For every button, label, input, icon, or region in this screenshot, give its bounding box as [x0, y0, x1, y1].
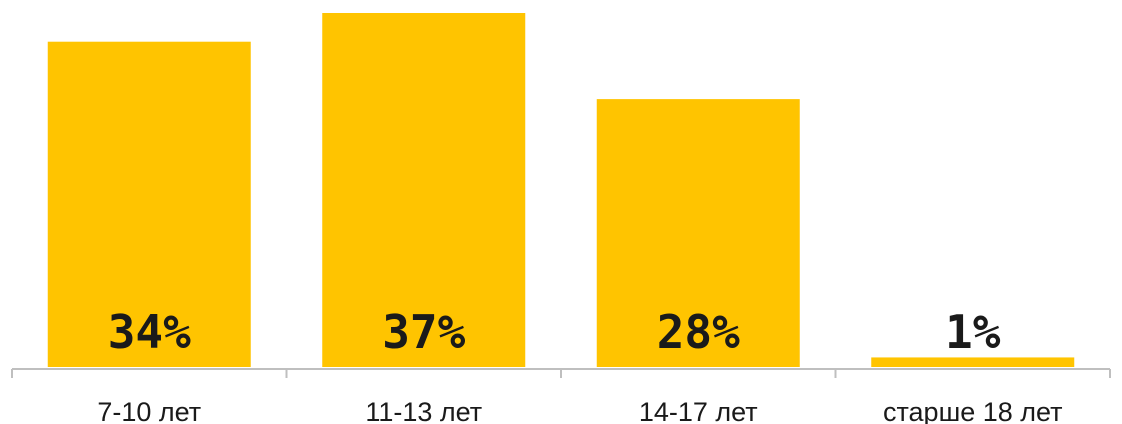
category-labels-group: 7-10 лет 11-13 лет 14-17 лет старше 18 лет	[97, 397, 1062, 424]
category-label: 14-17 лет	[639, 397, 758, 424]
bars-group	[47, 13, 1075, 368]
bar	[871, 357, 1075, 367]
bar-value-label: 37%	[382, 305, 465, 359]
bar	[596, 99, 800, 368]
bar-value-label: 1%	[945, 305, 1001, 359]
bar-value-label: 28%	[657, 305, 740, 359]
bar	[322, 13, 526, 367]
category-label: 11-13 лет	[365, 397, 482, 424]
bar	[47, 41, 251, 368]
category-label: старше 18 лет	[883, 397, 1063, 424]
bar-value-label: 34%	[108, 305, 191, 359]
x-axis-ticks	[11, 369, 1111, 378]
category-label: 7-10 лет	[97, 397, 201, 424]
value-labels-group: 34% 37% 28% 1%	[108, 305, 1001, 359]
